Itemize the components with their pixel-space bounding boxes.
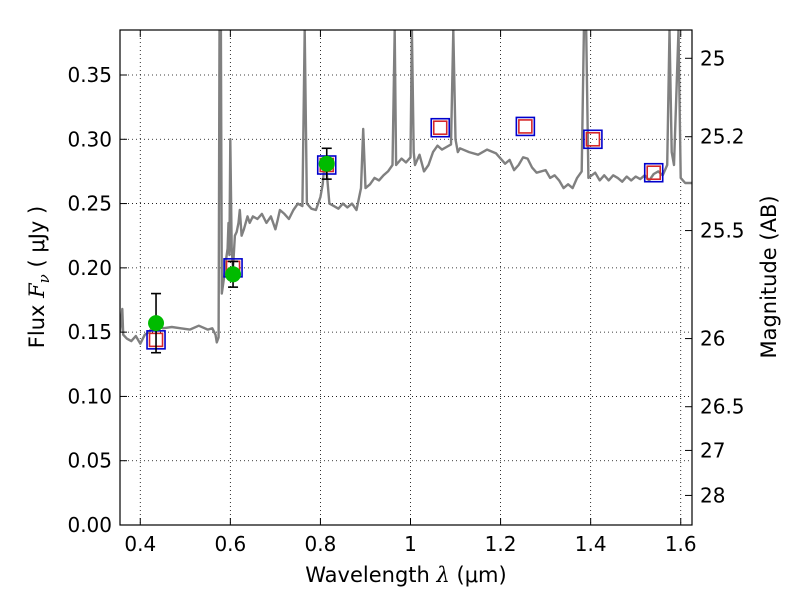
y-tick-label-4: 0.20 <box>67 256 112 280</box>
square-marker-s1-5 <box>585 131 601 147</box>
y2-tick-label-2: 25.5 <box>700 219 745 243</box>
axis-ticks: 0.4 0.6 0.8 1 1.2 1.4 1.6 0.00 0.05 0.10 0.15 0.20 0… <box>67 30 745 556</box>
square-marker-s1-3 <box>432 120 448 136</box>
plot-frame <box>119 29 693 526</box>
square-marker-s2-3 <box>430 117 451 138</box>
data-point-0 <box>148 315 165 332</box>
square-marker-s1-6 <box>646 165 662 181</box>
x-axis-label: Wavelength λ (μm) <box>305 563 506 587</box>
y2-tick-label-3: 26 <box>700 327 725 351</box>
x-tick-label-4: 1.2 <box>485 532 517 556</box>
x-tick-label-0: 0.4 <box>124 532 156 556</box>
y-tick-label-6: 0.30 <box>67 127 112 151</box>
square-marker-s1-4 <box>518 119 533 134</box>
x-tick-label-2: 0.8 <box>305 532 337 556</box>
grid-lines <box>120 30 692 526</box>
series-layer <box>120 30 692 354</box>
spectrum-line <box>120 30 692 345</box>
y-tick-label-0: 0.00 <box>67 513 112 537</box>
y-tick-label-5: 0.25 <box>67 192 112 216</box>
y2-tick-label-4: 26.5 <box>700 395 745 419</box>
x-tick-label-1: 0.6 <box>214 532 246 556</box>
data-point-1 <box>225 266 242 283</box>
square-marker-s2-5 <box>583 129 603 150</box>
y-tick-label-3: 0.15 <box>67 320 112 344</box>
y2-tick-label-6: 28 <box>700 483 725 507</box>
y-axis-label: Flux Fν ( μJy ) <box>25 206 53 348</box>
y-tick-label-2: 0.10 <box>67 384 112 408</box>
square-marker-s2-4 <box>515 116 536 137</box>
x-tick-label-3: 1 <box>404 532 417 556</box>
data-point-2 <box>318 155 335 172</box>
y2-tick-label-5: 27 <box>700 438 725 462</box>
y-tick-label-1: 0.05 <box>67 449 112 473</box>
x-tick-label-5: 1.4 <box>575 532 607 556</box>
y2-tick-label-1: 25.2 <box>700 125 745 149</box>
x-tick-label-6: 1.6 <box>665 532 697 556</box>
y-tick-label-7: 0.35 <box>67 63 112 87</box>
y2-axis-label: Magnitude (AB) <box>757 195 781 358</box>
y2-tick-label-0: 25 <box>700 46 725 70</box>
square-marker-s2-6 <box>643 162 664 183</box>
